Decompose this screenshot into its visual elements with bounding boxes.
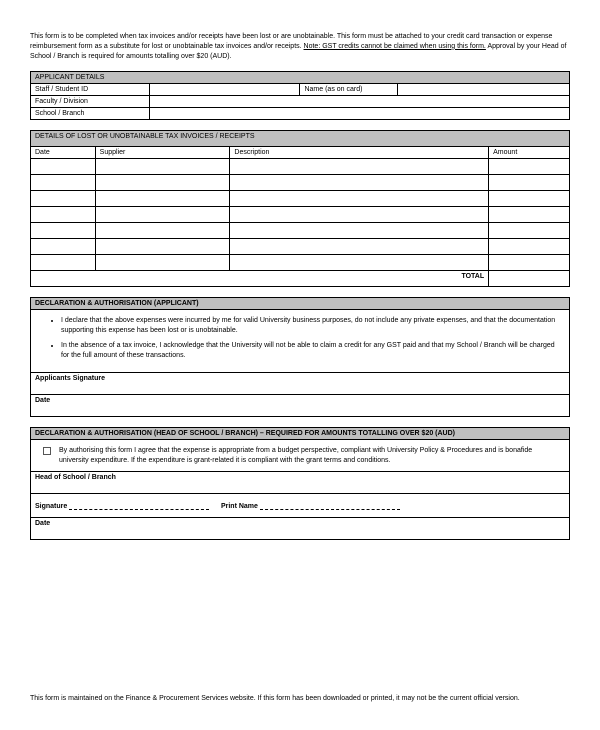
details-cell[interactable]	[230, 191, 489, 207]
details-cell[interactable]	[230, 255, 489, 271]
declaration-applicant-block: DECLARATION & AUTHORISATION (APPLICANT) …	[30, 297, 570, 417]
staff-id-label: Staff / Student ID	[31, 84, 150, 96]
details-cell[interactable]	[31, 239, 96, 255]
declaration-bullet-2: In the absence of a tax invoice, I ackno…	[61, 341, 561, 360]
name-field[interactable]	[397, 84, 570, 96]
signature-line[interactable]	[69, 502, 209, 510]
declaration-bullet-1: I declare that the above expenses were i…	[61, 316, 561, 335]
details-cell[interactable]	[31, 207, 96, 223]
details-cell[interactable]	[95, 255, 230, 271]
details-cell[interactable]	[95, 223, 230, 239]
declaration-head-body: By authorising this form I agree that th…	[31, 440, 569, 471]
head-printname-label: Print Name	[221, 503, 258, 510]
details-cell[interactable]	[230, 159, 489, 175]
head-signature-row[interactable]: Signature Print Name	[31, 493, 569, 517]
details-cell[interactable]	[31, 223, 96, 239]
intro-note: Note: GST credits cannot be claimed when…	[304, 43, 486, 50]
col-amount: Amount	[489, 147, 570, 159]
total-field[interactable]	[489, 271, 570, 287]
details-table: DETAILS OF LOST OR UNOBTAINABLE TAX INVO…	[30, 130, 570, 287]
col-description: Description	[230, 147, 489, 159]
footer-text: This form is maintained on the Finance &…	[30, 695, 570, 702]
details-cell[interactable]	[489, 207, 570, 223]
applicant-header: APPLICANT DETAILS	[31, 72, 570, 84]
details-cell[interactable]	[95, 191, 230, 207]
details-cell[interactable]	[31, 191, 96, 207]
col-date: Date	[31, 147, 96, 159]
head-signature-label: Signature	[35, 503, 67, 510]
details-cell[interactable]	[95, 159, 230, 175]
details-cell[interactable]	[489, 191, 570, 207]
head-of-school-row[interactable]: Head of School / Branch	[31, 471, 569, 493]
details-cell[interactable]	[489, 159, 570, 175]
applicant-signature-row[interactable]: Applicants Signature	[31, 372, 569, 394]
head-checkbox-text[interactable]: By authorising this form I agree that th…	[39, 446, 561, 465]
school-label: School / Branch	[31, 108, 150, 120]
declaration-applicant-body: I declare that the above expenses were i…	[31, 310, 569, 372]
details-cell[interactable]	[31, 255, 96, 271]
head-of-school-label: Head of School / Branch	[35, 474, 116, 481]
intro-paragraph: This form is to be completed when tax in…	[30, 32, 570, 61]
faculty-field[interactable]	[149, 96, 569, 108]
details-cell[interactable]	[489, 223, 570, 239]
staff-id-field[interactable]	[149, 84, 300, 96]
details-cell[interactable]	[95, 175, 230, 191]
details-cell[interactable]	[489, 175, 570, 191]
details-header: DETAILS OF LOST OR UNOBTAINABLE TAX INVO…	[31, 131, 570, 147]
applicant-details-table: APPLICANT DETAILS Staff / Student ID Nam…	[30, 71, 570, 120]
details-cell[interactable]	[95, 207, 230, 223]
applicant-date-row[interactable]: Date	[31, 394, 569, 416]
declaration-head-header: DECLARATION & AUTHORISATION (HEAD OF SCH…	[31, 428, 569, 440]
printname-line[interactable]	[260, 502, 400, 510]
faculty-label: Faculty / Division	[31, 96, 150, 108]
details-cell[interactable]	[230, 175, 489, 191]
declaration-head-block: DECLARATION & AUTHORISATION (HEAD OF SCH…	[30, 427, 570, 540]
details-cell[interactable]	[31, 159, 96, 175]
details-cell[interactable]	[489, 255, 570, 271]
total-label: TOTAL	[31, 271, 489, 287]
details-cell[interactable]	[230, 223, 489, 239]
details-cell[interactable]	[230, 239, 489, 255]
details-cell[interactable]	[31, 175, 96, 191]
declaration-applicant-header: DECLARATION & AUTHORISATION (APPLICANT)	[31, 298, 569, 310]
applicant-signature-label: Applicants Signature	[35, 375, 105, 382]
details-cell[interactable]	[489, 239, 570, 255]
details-cell[interactable]	[230, 207, 489, 223]
head-date-label: Date	[35, 520, 50, 527]
details-cell[interactable]	[95, 239, 230, 255]
name-label: Name (as on card)	[300, 84, 397, 96]
col-supplier: Supplier	[95, 147, 230, 159]
head-date-row[interactable]: Date	[31, 517, 569, 539]
applicant-date-label: Date	[35, 397, 50, 404]
school-field[interactable]	[149, 108, 569, 120]
